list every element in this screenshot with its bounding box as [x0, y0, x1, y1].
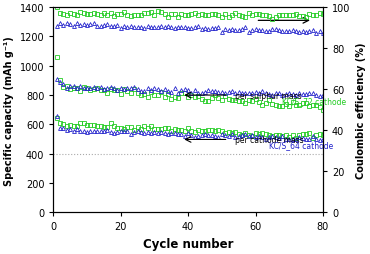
Text: per cathode mass: per cathode mass — [235, 135, 304, 144]
Y-axis label: Specific capacity (mAh g⁻¹): Specific capacity (mAh g⁻¹) — [4, 36, 14, 185]
Y-axis label: Coulombic efficiency (%): Coulombic efficiency (%) — [356, 42, 366, 178]
X-axis label: Cycle number: Cycle number — [143, 237, 233, 250]
Text: KC/S_64 cathode: KC/S_64 cathode — [269, 141, 333, 150]
Text: KC/S_72 cathode: KC/S_72 cathode — [282, 97, 347, 106]
Text: per sulphur mass: per sulphur mass — [235, 91, 302, 100]
